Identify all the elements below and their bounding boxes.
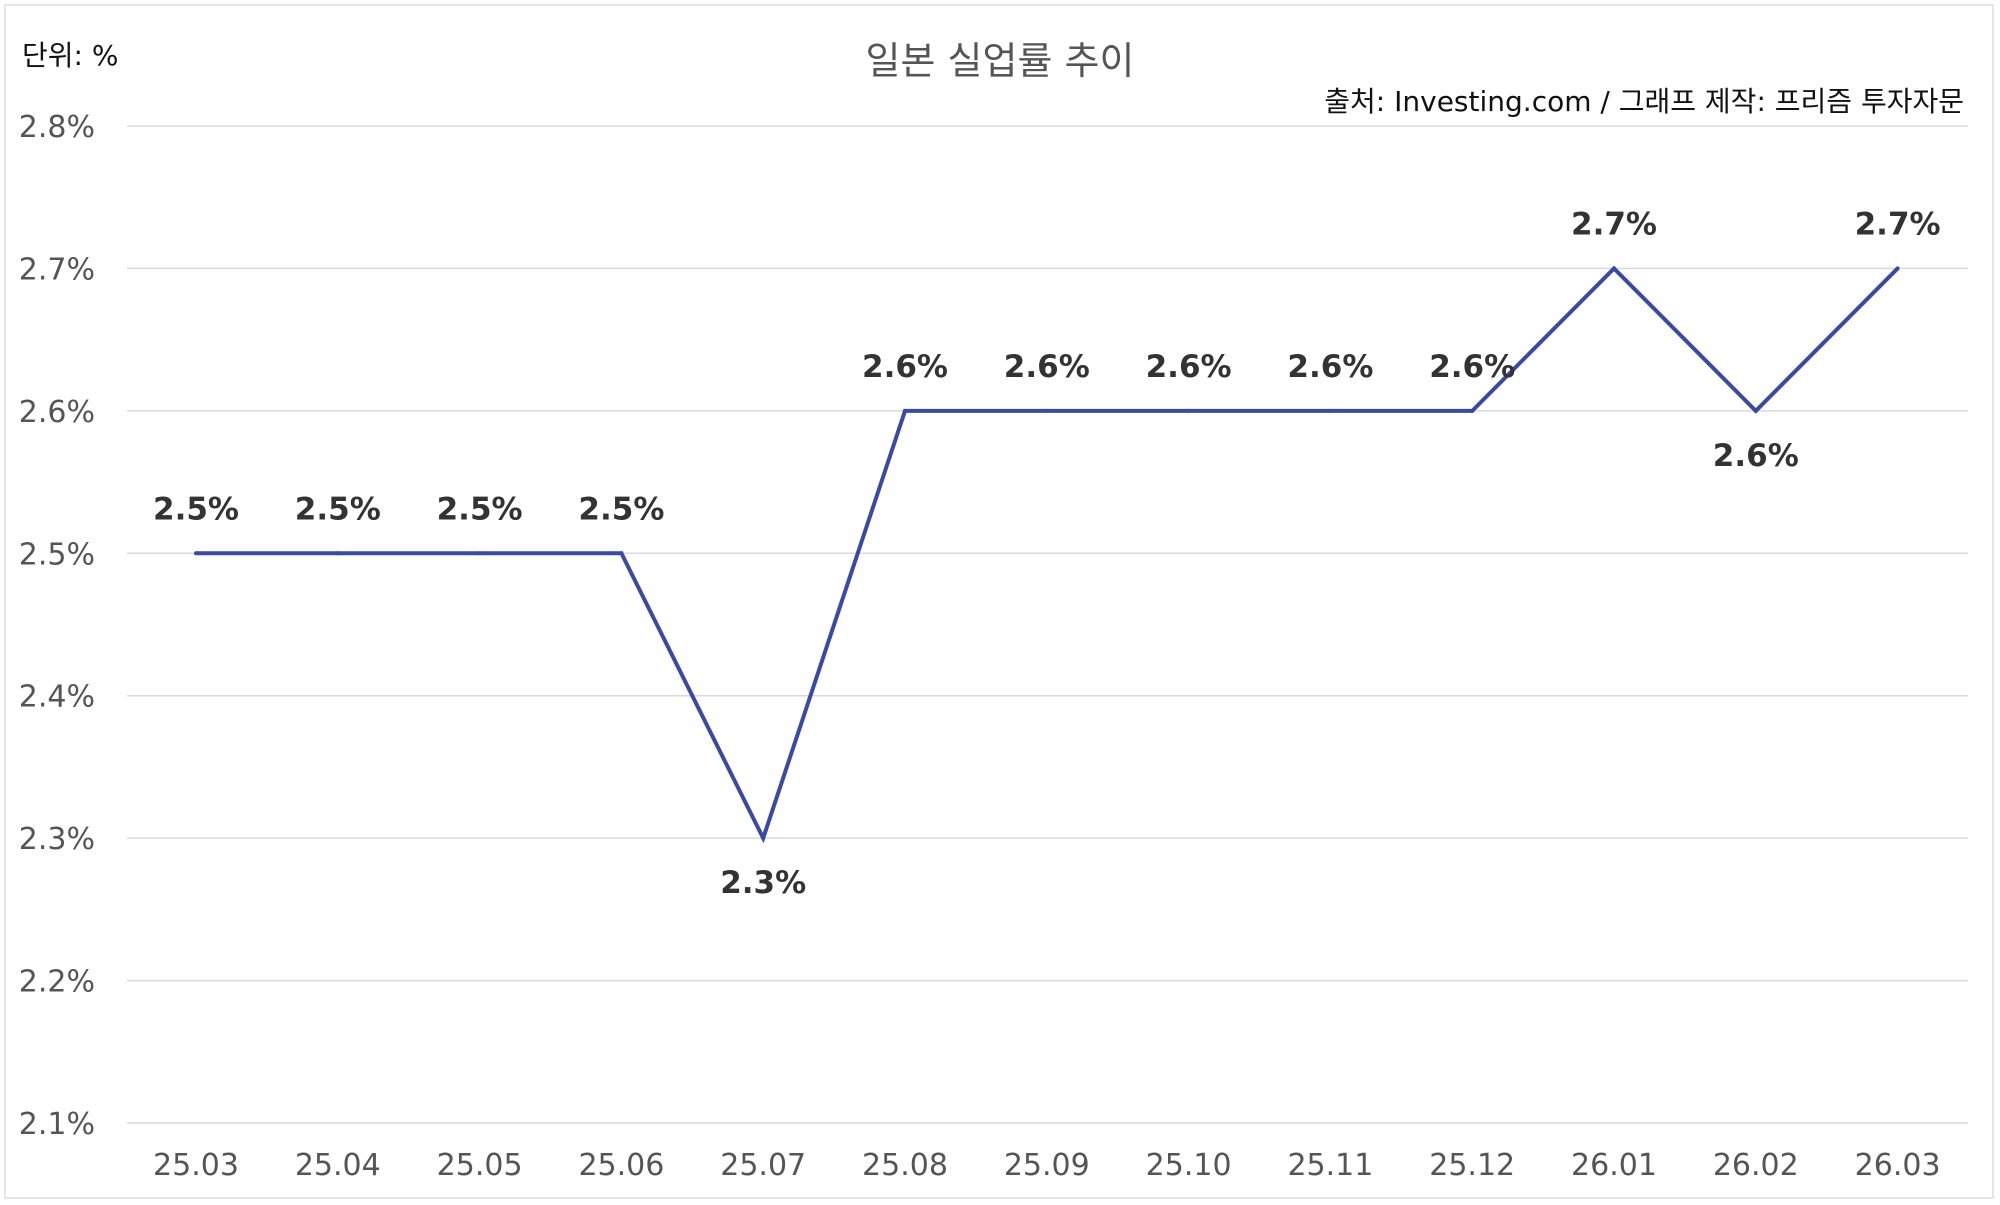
- data-label: 2.6%: [1287, 349, 1373, 385]
- data-label: 2.7%: [1855, 206, 1941, 242]
- data-point: [903, 408, 907, 413]
- series-layer: [194, 265, 1900, 844]
- y-tick-label: 2.4%: [19, 680, 95, 715]
- data-label: 2.5%: [437, 491, 523, 527]
- chart-title: 일본 실업률 추이: [865, 39, 1135, 83]
- data-point: [1044, 408, 1049, 413]
- y-tick-label: 2.6%: [19, 395, 95, 430]
- x-tick-label: 26.01: [1571, 1148, 1657, 1183]
- y-tick-label: 2.8%: [19, 110, 95, 145]
- data-point: [194, 551, 198, 556]
- data-label: 2.6%: [1713, 438, 1799, 474]
- data-point: [1470, 408, 1475, 413]
- unit-label: 단위: %: [22, 39, 119, 72]
- y-tick-label: 2.5%: [19, 537, 95, 572]
- y-tick-label: 2.2%: [19, 965, 95, 1000]
- data-point: [335, 551, 340, 556]
- x-tick-label: 25.12: [1429, 1148, 1515, 1183]
- x-tick-label: 25.11: [1287, 1148, 1373, 1183]
- x-tick-label: 25.04: [295, 1148, 381, 1183]
- data-labels: 2.5% 2.5% 2.5% 2.5% 2.3% 2.6% 2.6% 2.6% 2.6% 2.6%…: [153, 206, 1941, 901]
- x-tick-label: 25.06: [578, 1148, 664, 1183]
- data-label: 2.6%: [862, 349, 948, 385]
- source-label: 출처: Investing.com / 그래프 제작: 프리즘 투자자문: [1324, 85, 1964, 118]
- x-tick-label: 26.02: [1713, 1148, 1799, 1183]
- y-axis-ticks: 2.1% 2.2% 2.3% 2.4% 2.5% 2.6% 2.7% 2.8%: [19, 110, 95, 1142]
- data-point: [619, 551, 624, 556]
- x-tick-label: 25.07: [720, 1148, 806, 1183]
- grid-layer: [127, 125, 1968, 1124]
- y-tick-label: 2.1%: [19, 1107, 95, 1142]
- y-tick-label: 2.7%: [19, 252, 95, 287]
- data-point: [1328, 408, 1333, 413]
- x-axis-ticks: 25.03 25.04 25.05 25.06 25.07 25.08 25.09 25.10…: [153, 1148, 1940, 1183]
- y-tick-label: 2.3%: [19, 822, 95, 857]
- data-label: 2.5%: [578, 491, 664, 527]
- x-tick-label: 25.09: [1004, 1148, 1090, 1183]
- data-label: 2.7%: [1571, 206, 1657, 242]
- data-point: [1612, 266, 1616, 271]
- data-label: 2.5%: [153, 491, 239, 527]
- x-tick-label: 26.03: [1855, 1148, 1941, 1183]
- data-point: [1186, 408, 1191, 413]
- data-point: [761, 836, 766, 841]
- x-tick-label: 25.10: [1146, 1148, 1232, 1183]
- data-label: 2.6%: [1004, 349, 1090, 385]
- data-label: 2.6%: [1146, 349, 1232, 385]
- chart-frame: [4, 4, 1994, 1199]
- data-label: 2.6%: [1429, 349, 1515, 385]
- x-tick-label: 25.08: [862, 1148, 948, 1183]
- x-tick-label: 25.05: [437, 1148, 523, 1183]
- data-point: [477, 551, 482, 556]
- x-tick-label: 25.03: [153, 1148, 239, 1183]
- data-point: [1895, 266, 1900, 271]
- data-label: 2.3%: [720, 865, 806, 901]
- data-point: [1753, 408, 1758, 413]
- data-label: 2.5%: [295, 491, 381, 527]
